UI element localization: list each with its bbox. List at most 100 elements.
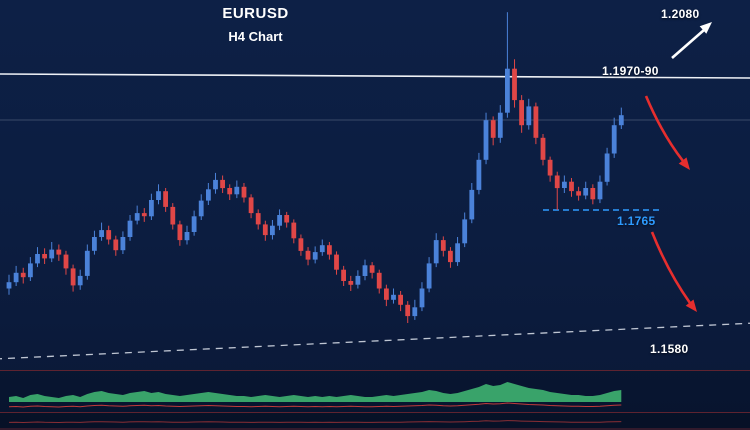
support-mid-label: 1.1765 bbox=[617, 214, 656, 228]
up-arrow-white-icon bbox=[671, 22, 712, 59]
candle-body bbox=[206, 189, 211, 201]
candle-body bbox=[277, 215, 282, 226]
candle-body bbox=[505, 68, 510, 113]
resistance-zone-label: 1.1970-90 bbox=[602, 64, 659, 78]
candle-body bbox=[198, 200, 204, 217]
candle-body bbox=[284, 215, 290, 223]
volume-histogram bbox=[9, 382, 622, 402]
candle-body bbox=[234, 186, 240, 195]
candlestick-series bbox=[6, 12, 624, 323]
candle-body bbox=[611, 125, 617, 154]
candle-body bbox=[398, 294, 403, 305]
candle-body bbox=[369, 265, 375, 273]
candle-body bbox=[433, 240, 439, 264]
candle-body bbox=[490, 120, 496, 138]
candle-body bbox=[526, 106, 532, 126]
candle-body bbox=[597, 181, 603, 200]
candle-body bbox=[227, 188, 233, 195]
candle-body bbox=[170, 206, 176, 225]
candle-body bbox=[305, 250, 311, 260]
candle-body bbox=[42, 254, 47, 259]
candle-body bbox=[241, 186, 247, 198]
candle-body bbox=[376, 272, 382, 289]
candle-body bbox=[184, 232, 190, 241]
candle-body bbox=[149, 200, 154, 217]
strip-polyline bbox=[8, 420, 622, 424]
down-arrow-red-upper-icon bbox=[644, 95, 690, 170]
candle-body bbox=[419, 288, 425, 308]
candle-body bbox=[384, 288, 389, 300]
timeframe-subtitle: H4 Chart bbox=[228, 29, 283, 44]
candle-body bbox=[618, 115, 624, 126]
candle-body bbox=[141, 213, 147, 217]
candle-body bbox=[604, 153, 610, 182]
candle-body bbox=[270, 225, 275, 236]
candle-body bbox=[35, 254, 40, 264]
candle-body bbox=[455, 243, 460, 263]
candle-body bbox=[134, 213, 140, 221]
lower-strip-line bbox=[8, 420, 622, 424]
candle-body bbox=[554, 175, 560, 189]
candle-body bbox=[540, 137, 546, 160]
signal-polyline bbox=[8, 402, 622, 408]
candle-body bbox=[462, 219, 468, 244]
candle-body bbox=[562, 181, 567, 188]
candle-body bbox=[547, 159, 553, 176]
candle-body bbox=[469, 189, 475, 220]
projection-high-label: 1.2080 bbox=[661, 7, 700, 21]
candle-body bbox=[163, 191, 168, 207]
candle-body bbox=[177, 224, 183, 241]
candle-body bbox=[440, 240, 446, 251]
candle-body bbox=[20, 272, 26, 278]
ascending-trendline-dashed bbox=[0, 322, 750, 360]
candle-body bbox=[355, 275, 361, 285]
candle-body bbox=[248, 197, 254, 214]
resistance-line bbox=[0, 73, 750, 79]
candle-body bbox=[156, 191, 161, 200]
candle-body bbox=[319, 245, 325, 253]
candle-body bbox=[448, 250, 453, 263]
candle-body bbox=[6, 282, 12, 289]
candle-body bbox=[92, 237, 97, 251]
candle-body bbox=[56, 249, 62, 255]
lower-strip-background bbox=[0, 413, 750, 430]
candle-body bbox=[312, 252, 318, 260]
candle-body bbox=[191, 216, 197, 232]
candle-body bbox=[70, 268, 76, 286]
candle-body bbox=[220, 179, 225, 189]
candle-body bbox=[405, 304, 411, 317]
candle-body bbox=[590, 188, 596, 200]
candle-body bbox=[291, 222, 297, 239]
volume-area bbox=[9, 382, 622, 402]
candle-body bbox=[298, 238, 304, 251]
candle-body bbox=[519, 100, 524, 126]
candle-body bbox=[497, 112, 503, 138]
candle-body bbox=[106, 230, 112, 240]
candle-body bbox=[255, 213, 261, 225]
indicator-signal-line bbox=[8, 402, 622, 408]
candle-body bbox=[63, 254, 69, 269]
candle-body bbox=[84, 250, 90, 276]
candle-body bbox=[341, 269, 346, 281]
candle-body bbox=[49, 249, 55, 259]
candle-body bbox=[13, 272, 19, 283]
candle-body bbox=[426, 263, 432, 289]
candle-body bbox=[391, 294, 396, 300]
candle-body bbox=[77, 275, 83, 286]
candle-body bbox=[476, 159, 482, 190]
candle-body bbox=[262, 224, 268, 236]
candle-body bbox=[569, 181, 574, 192]
candle-body bbox=[127, 220, 133, 237]
candle-body bbox=[583, 188, 589, 196]
symbol-title: EURUSD bbox=[222, 5, 289, 22]
down-arrow-red-lower-icon bbox=[650, 231, 697, 312]
candle-body bbox=[213, 179, 218, 190]
candle-body bbox=[483, 120, 489, 160]
candle-body bbox=[28, 263, 33, 278]
support-low-label: 1.1580 bbox=[650, 342, 689, 356]
candle-body bbox=[533, 106, 539, 138]
candle-body bbox=[334, 254, 339, 270]
candle-body bbox=[99, 230, 104, 237]
